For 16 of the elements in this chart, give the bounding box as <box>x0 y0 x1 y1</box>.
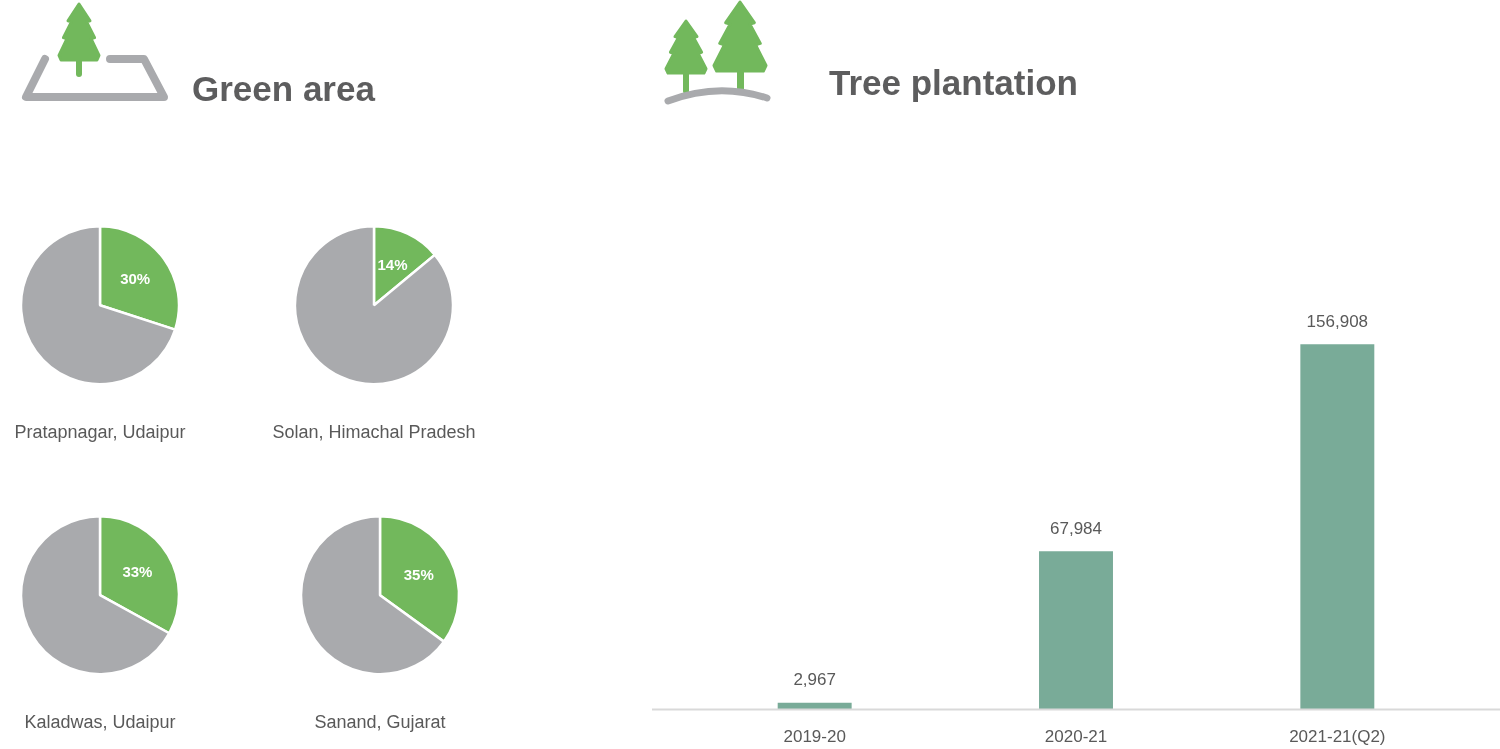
text: Green area <box>192 69 375 109</box>
text: Solan, Himachal Pradesh <box>272 422 476 443</box>
x-tick-label: 2019-20 <box>783 727 846 747</box>
x-tick-label: 2021-21(Q2) <box>1289 727 1386 747</box>
text: Pratapnagar, Udaipur <box>14 422 186 443</box>
data-label: 67,984 <box>1050 518 1102 538</box>
data-label: 156,908 <box>1306 311 1369 331</box>
data-label: 30% <box>120 269 151 287</box>
chart-title: Tree plantation <box>829 63 1078 103</box>
text: Sanand, Gujarat <box>314 712 446 733</box>
data-label: 35% <box>403 565 434 583</box>
data-label: 14% <box>377 256 408 274</box>
text: Kaladwas, Udaipur <box>24 712 176 733</box>
x-tick-label: 2020-21 <box>1044 727 1108 747</box>
data-label: 2,967 <box>793 670 836 690</box>
data-label: 33% <box>122 563 153 581</box>
